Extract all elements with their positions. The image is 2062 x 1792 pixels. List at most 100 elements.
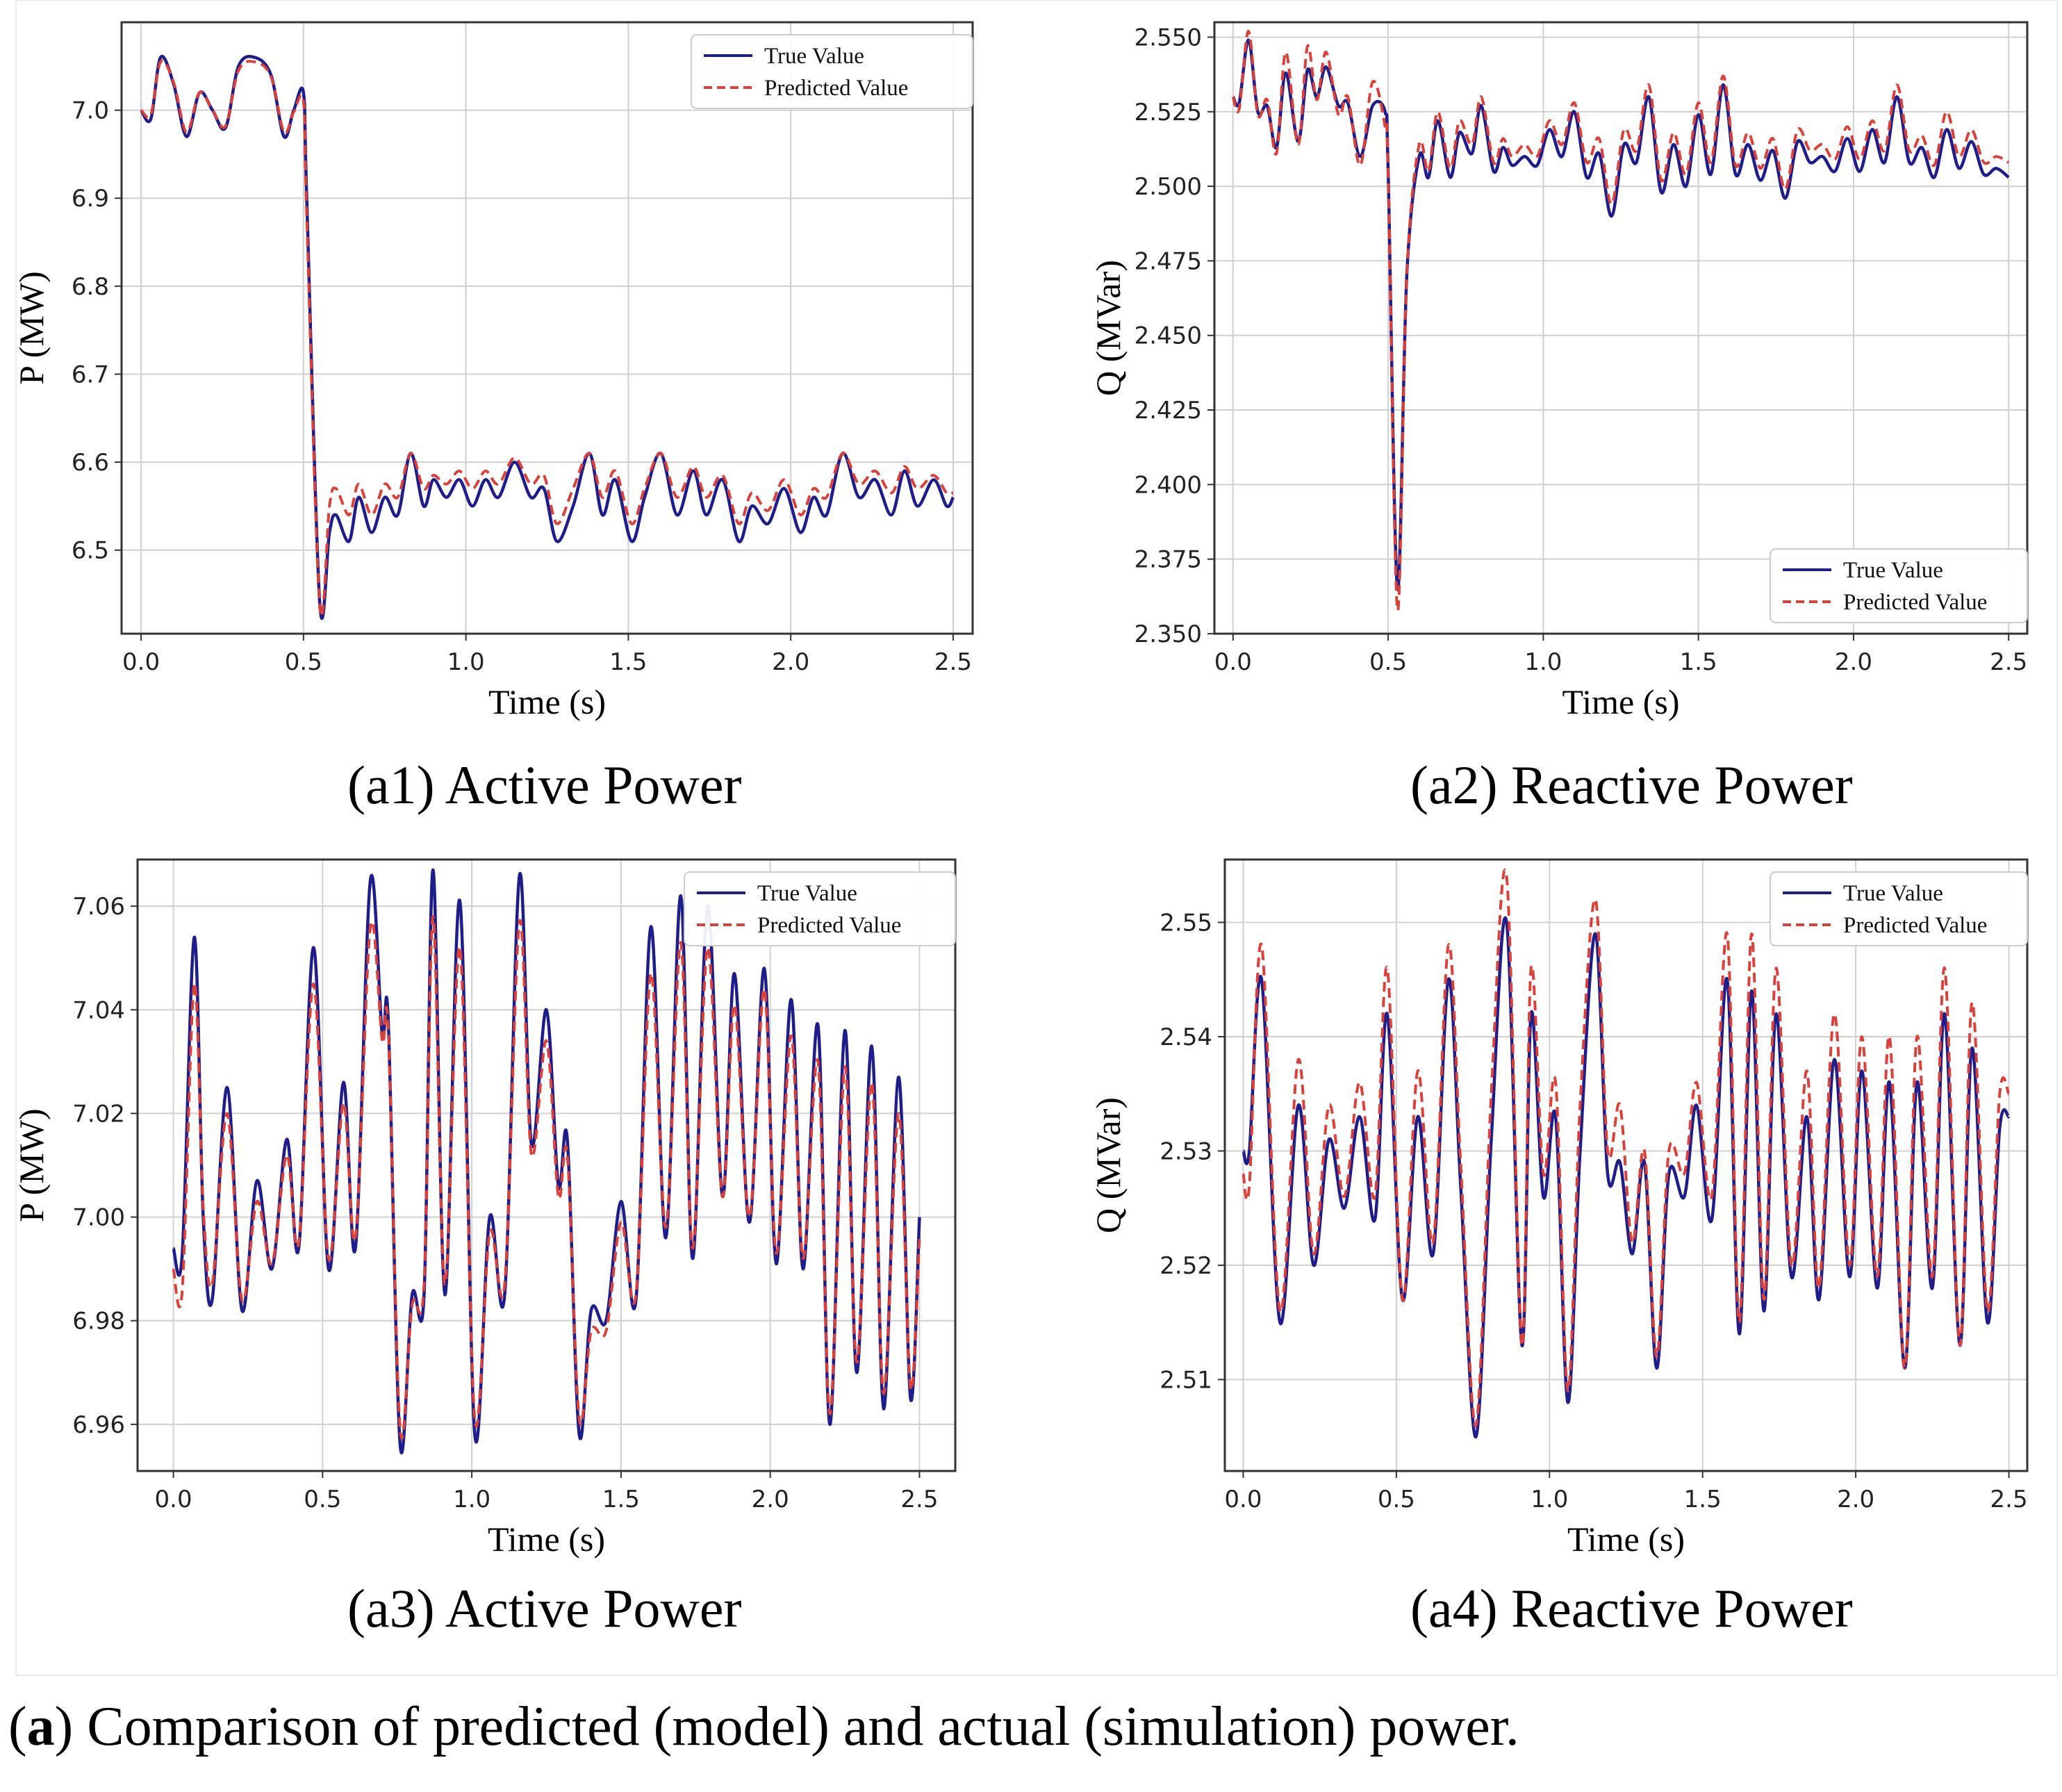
a3-ylabel: P (MW) [12, 1108, 51, 1222]
a4-legend-label-true: True Value [1843, 881, 1943, 906]
a3-ytick-label: 7.02 [72, 1100, 125, 1128]
a1-xtick-label: 1.0 [447, 648, 485, 676]
chart-a3-svg: 0.0 0.5 1.0 1.5 2.0 2.5 6.96 6.98 7.00 7.02 7.04 7.… [12, 858, 957, 1559]
a2-xtick-label: 1.0 [1524, 648, 1562, 676]
a3-legend-box [684, 871, 956, 946]
a3-ytick-label: 7.04 [72, 996, 125, 1024]
a1-plot-frame [120, 21, 974, 635]
a2-legend-label-predicted: Predicted Value [1843, 590, 1987, 615]
a4-ytick-label: 2.54 [1160, 1024, 1212, 1051]
a1-series-group [140, 54, 955, 620]
a4-xtick-label: 0.5 [1378, 1486, 1415, 1513]
subcaption-a4: (a4) Reactive Power [1410, 1578, 1853, 1638]
a4-xtick-label: 0.0 [1224, 1486, 1262, 1513]
a1-xtick-label: 2.0 [772, 648, 809, 676]
caption-text: Comparison of predicted (model) and actu… [87, 1696, 1519, 1757]
a1-legend-box [691, 34, 973, 109]
a3-xlabel: Time (s) [488, 1520, 605, 1559]
a3-legend-label-true: True Value [757, 881, 857, 906]
a4-series-group [1242, 869, 2011, 1438]
a3-xtick-label: 1.5 [602, 1486, 640, 1513]
chart-a4-svg: 0.0 0.5 1.0 1.5 2.0 2.5 2.51 2.52 2.53 2.54 2.55 Ti… [1089, 858, 2029, 1559]
a1-ytick-label: 6.5 [72, 537, 109, 565]
a2-xtick-label: 2.5 [1990, 648, 2027, 676]
a4-legend-box [1770, 871, 2028, 946]
a2-series-predicted-line [1231, 29, 2010, 612]
a2-legend-label-true: True Value [1843, 558, 1943, 583]
a2-ylabel: Q (MVar) [1089, 260, 1128, 396]
subcaption-a3: (a3) Active Power [347, 1578, 742, 1638]
a2-xlabel: Time (s) [1562, 682, 1679, 721]
a2-series-true-line [1231, 38, 2010, 591]
a4-series-predicted-line [1242, 869, 2011, 1427]
a4-ytick-label: 2.53 [1160, 1137, 1212, 1165]
a3-ytick-label: 7.06 [72, 893, 125, 921]
a1-xlabel: Time (s) [488, 682, 606, 721]
a1-series-true-line [140, 54, 955, 620]
a2-ytick-label: 2.500 [1135, 173, 1202, 201]
a2-ytick-label: 2.475 [1135, 247, 1202, 275]
chart-a4: 0.0 0.5 1.0 1.5 2.0 2.5 2.51 2.52 2.53 2.54 2.55 Ti… [1089, 851, 2056, 1560]
a2-series-group [1231, 29, 2010, 612]
a3-xtick-label: 0.0 [155, 1486, 192, 1513]
chart-a3: 0.0 0.5 1.0 1.5 2.0 2.5 6.96 6.98 7.00 7.02 7.04 7.… [12, 851, 1000, 1560]
a3-legend-label-predicted: Predicted Value [757, 913, 901, 938]
a4-xtick-label: 2.5 [1990, 1486, 2028, 1513]
a3-legend: True Value Predicted Value [684, 871, 956, 946]
a4-ytick-label: 2.55 [1160, 909, 1212, 937]
a4-ylabel: Q (MVar) [1089, 1097, 1128, 1233]
a1-legend-label-predicted: Predicted Value [764, 76, 908, 101]
a1-series-predicted-line [140, 59, 954, 618]
a4-xtick-label: 1.0 [1531, 1486, 1568, 1513]
chart-a2-svg: 0.0 0.5 1.0 1.5 2.0 2.5 2.350 2.375 2.400 2.425 2.… [1089, 21, 2029, 721]
a2-legend: True Value Predicted Value [1770, 548, 2028, 623]
chart-a1-svg: 0.0 0.5 1.0 1.5 2.0 2.5 6.5 6.6 6.7 6.8 6.9 7.0 Time… [12, 21, 974, 721]
a3-xtick-label: 2.0 [752, 1486, 789, 1513]
a2-ytick-label: 2.350 [1135, 620, 1202, 648]
a2-ytick-label: 2.425 [1135, 397, 1202, 425]
a1-ytick-label: 6.6 [72, 449, 109, 477]
a2-ytick-label: 2.450 [1135, 322, 1202, 350]
panel-frame [15, 0, 2058, 1676]
a3-xtick-label: 1.0 [453, 1486, 490, 1513]
a4-xlabel: Time (s) [1567, 1520, 1685, 1559]
a1-legend-label-true: True Value [764, 44, 864, 69]
subcaption-a1: (a1) Active Power [347, 755, 742, 815]
a1-ytick-label: 6.9 [72, 185, 109, 213]
a4-legend-label-predicted: Predicted Value [1843, 913, 1987, 938]
chart-a1: 0.0 0.5 1.0 1.5 2.0 2.5 6.5 6.6 6.7 6.8 6.9 7.0 Time… [12, 14, 1000, 723]
a3-series-true-line [172, 868, 921, 1454]
a3-ytick-label: 6.96 [72, 1411, 125, 1439]
a2-ytick-label: 2.400 [1135, 471, 1202, 499]
a3-xtick-label: 0.5 [304, 1486, 341, 1513]
a2-legend-box [1770, 548, 2028, 623]
a3-ytick-label: 6.98 [72, 1308, 125, 1335]
a1-xtick-label: 1.5 [609, 648, 647, 676]
subcaption-a2: (a2) Reactive Power [1410, 755, 1853, 815]
a1-ytick-label: 7.0 [72, 97, 109, 125]
a3-series-predicted-line [172, 915, 921, 1440]
a1-xtick-label: 2.5 [934, 648, 972, 676]
a3-series-group [172, 868, 921, 1454]
a4-xtick-label: 1.5 [1684, 1486, 1722, 1513]
a1-legend: True Value Predicted Value [691, 34, 973, 109]
figure-caption: (a) Comparison of predicted (model) and … [8, 1696, 1519, 1757]
a2-ytick-label: 2.375 [1135, 546, 1202, 574]
a4-ytick-label: 2.52 [1160, 1252, 1212, 1280]
a1-xtick-label: 0.0 [122, 648, 160, 676]
a2-ytick-label: 2.525 [1135, 99, 1202, 126]
a2-xtick-label: 2.0 [1835, 648, 1872, 676]
a2-xtick-label: 0.0 [1214, 648, 1252, 676]
a3-ytick-label: 7.00 [72, 1204, 125, 1232]
a1-xtick-label: 0.5 [285, 648, 322, 676]
chart-a2: 0.0 0.5 1.0 1.5 2.0 2.5 2.350 2.375 2.400 2.425 2.… [1089, 14, 2056, 723]
a4-ytick-label: 2.51 [1160, 1366, 1212, 1394]
a4-xtick-label: 2.0 [1837, 1486, 1874, 1513]
a1-ylabel: P (MW) [12, 271, 51, 384]
a2-ytick-label: 2.550 [1135, 24, 1202, 51]
a2-xtick-label: 0.5 [1369, 648, 1407, 676]
caption-label: a [26, 1696, 55, 1757]
a2-xtick-label: 1.5 [1680, 648, 1717, 676]
a2-plot-frame [1213, 21, 2029, 635]
